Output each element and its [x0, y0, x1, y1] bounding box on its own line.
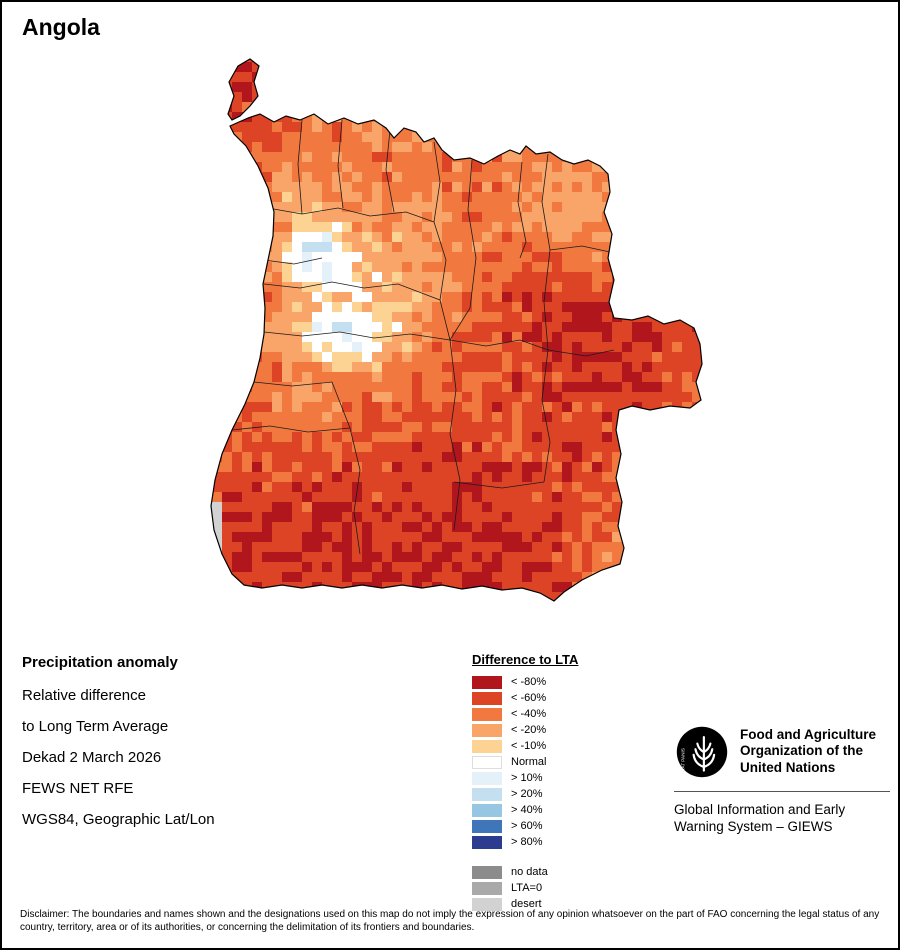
- giews-subtitle: Global Information and Early Warning Sys…: [674, 802, 846, 835]
- legend-swatch-gt40: [472, 803, 502, 817]
- legend-swatch-normal: [472, 755, 502, 769]
- country-outline: [210, 113, 703, 602]
- legend-label-lt10: < -10%: [511, 740, 547, 752]
- legend-label-lt60: < -60%: [511, 692, 547, 704]
- legend-label-gt80: > 80%: [511, 836, 543, 848]
- legend-extra-rows: no data LTA=0 desert: [472, 864, 632, 912]
- fao-logo: FIAT PANIS: [676, 726, 728, 778]
- legend-gap: [472, 850, 632, 864]
- disclaimer: Disclaimer: The boundaries and names sho…: [20, 909, 880, 934]
- legend-swatch-gt20: [472, 787, 502, 801]
- info-heading: Precipitation anomaly: [22, 654, 178, 671]
- legend-entry-desert: desert: [472, 896, 632, 912]
- fao-header: FIAT PANIS Food and Agriculture Organiza…: [674, 724, 890, 780]
- legend-swatch-lt40: [472, 707, 502, 721]
- legend-entry-gt20: > 20%: [472, 786, 632, 802]
- legend-swatch-lt60: [472, 691, 502, 705]
- legend-entry-lta0: LTA=0: [472, 880, 632, 896]
- legend-swatch-nodata: [472, 865, 502, 879]
- fao-name: Food and Agriculture Organization of the…: [740, 727, 876, 775]
- legend-swatch-lt10: [472, 739, 502, 753]
- legend-swatch-gt10: [472, 771, 502, 785]
- province-borders-layer: [231, 119, 615, 555]
- legend-entry-normal: Normal: [472, 754, 632, 770]
- legend-label-lt80: < -80%: [511, 676, 547, 688]
- legend: Difference to LTA < -80% < -60% < -40% < -2…: [472, 652, 632, 912]
- legend-label-nodata: no data: [511, 866, 548, 878]
- legend-entry-gt80: > 80%: [472, 834, 632, 850]
- legend-swatch-desert: [472, 897, 502, 911]
- info-line-source: FEWS NET RFE: [22, 780, 134, 797]
- fao-block: FIAT PANIS Food and Agriculture Organiza…: [674, 724, 890, 836]
- legend-swatch-gt80: [472, 835, 502, 849]
- legend-label-gt40: > 40%: [511, 804, 543, 816]
- legend-label-gt20: > 20%: [511, 788, 543, 800]
- legend-swatch-lt80: [472, 675, 502, 689]
- raster-cells-layer: [211, 59, 702, 601]
- legend-entry-lt10: < -10%: [472, 738, 632, 754]
- legend-label-desert: desert: [511, 898, 542, 910]
- legend-entry-lt60: < -60%: [472, 690, 632, 706]
- legend-entry-lt20: < -20%: [472, 722, 632, 738]
- legend-entry-nodata: no data: [472, 864, 632, 880]
- legend-label-lt20: < -20%: [511, 724, 547, 736]
- legend-swatch-gt60: [472, 819, 502, 833]
- legend-entry-lt40: < -40%: [472, 706, 632, 722]
- legend-label-lta0: LTA=0: [511, 882, 543, 894]
- legend-label-gt10: > 10%: [511, 772, 543, 784]
- page-title: Angola: [22, 14, 100, 40]
- fao-motto: FIAT PANIS: [680, 748, 685, 773]
- info-block: Precipitation anomaly Relative differenc…: [22, 654, 215, 842]
- info-line-projection: WGS84, Geographic Lat/Lon: [22, 811, 215, 828]
- legend-entry-gt10: > 10%: [472, 770, 632, 786]
- legend-title: Difference to LTA: [472, 652, 579, 667]
- legend-entry-lt80: < -80%: [472, 674, 632, 690]
- cabinda-outline: [227, 58, 260, 121]
- legend-rows: < -80% < -60% < -40% < -20% < -10% Normal > 10…: [472, 674, 632, 850]
- legend-label-gt60: > 60%: [511, 820, 543, 832]
- info-line-description-1: Relative difference: [22, 687, 146, 704]
- legend-label-lt40: < -40%: [511, 708, 547, 720]
- legend-label-normal: Normal: [511, 756, 547, 768]
- legend-entry-gt40: > 40%: [472, 802, 632, 818]
- info-line-dekad: Dekad 2 March 2026: [22, 749, 162, 766]
- legend-entry-gt60: > 60%: [472, 818, 632, 834]
- legend-swatch-lta0: [472, 881, 502, 895]
- info-line-description-2: to Long Term Average: [22, 718, 169, 735]
- divider: [674, 791, 890, 792]
- legend-swatch-lt20: [472, 723, 502, 737]
